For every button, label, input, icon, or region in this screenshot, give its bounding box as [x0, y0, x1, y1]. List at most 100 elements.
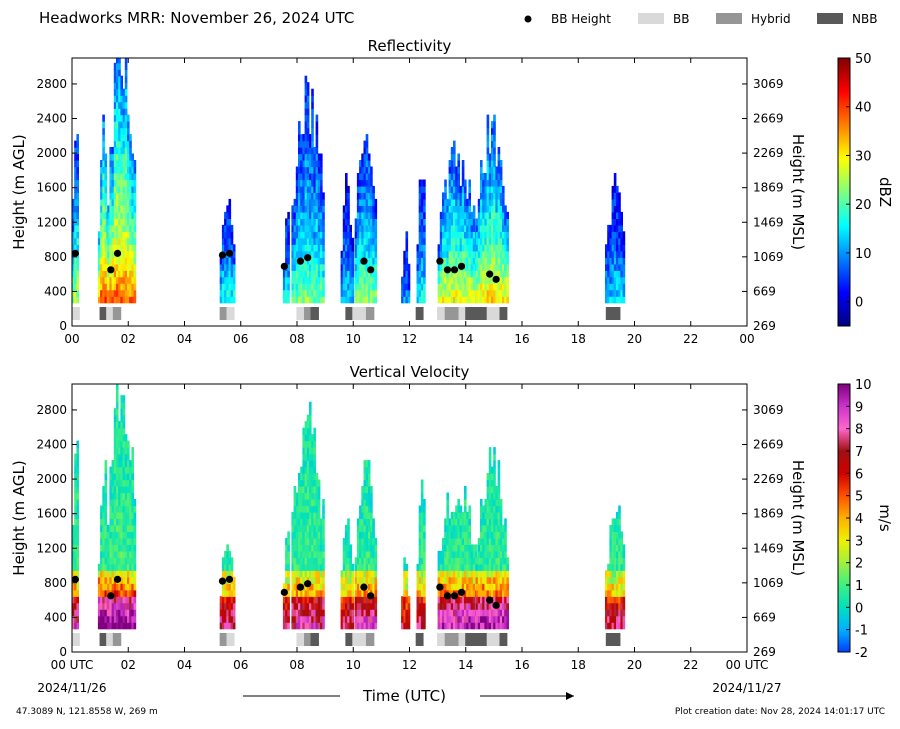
y-tick-right-label: 669	[753, 610, 776, 624]
x-tick-label: 10	[346, 332, 361, 346]
precip-period	[437, 140, 478, 304]
y-tick-label: 400	[44, 284, 67, 298]
bb-height-point	[107, 592, 115, 600]
bb-type-bar	[365, 307, 375, 320]
colorbar-tick-label: 0	[855, 296, 863, 311]
bb-type-bar	[72, 633, 80, 646]
bb-height-point	[225, 575, 234, 583]
precip-period	[282, 211, 290, 304]
y-tick-label: 800	[44, 250, 67, 264]
bb-type-bar	[345, 633, 353, 646]
bb-height-point	[486, 270, 494, 278]
precip-period	[475, 447, 509, 630]
y-tick-label: 2800	[36, 77, 67, 91]
bb-height-point	[436, 257, 444, 265]
precip-period	[401, 231, 411, 304]
bb-height-point	[443, 266, 452, 274]
y-tick-label: 1600	[36, 507, 67, 521]
bb-height-point	[218, 251, 227, 259]
bb-height-point	[304, 254, 312, 262]
y-tick-label: 2800	[36, 403, 67, 417]
bb-height-point	[113, 249, 122, 257]
bb-height-point	[218, 577, 227, 585]
precip-period	[416, 479, 426, 630]
bb-type-bar	[345, 307, 353, 320]
colorbar-tick-label: 1	[855, 579, 863, 594]
y-tick-right-label: 1869	[753, 507, 784, 521]
bb-type-bar	[99, 633, 107, 646]
colorbar-tick-label: 10	[855, 378, 872, 393]
bb-type-bar	[352, 633, 366, 646]
x-arrow-head-icon	[566, 692, 574, 700]
bb-type-bar	[304, 633, 311, 646]
x-tick-label: 14	[458, 332, 473, 346]
y-tick-label: 0	[59, 319, 67, 333]
bb-type-bar	[499, 633, 508, 646]
panel-title: Reflectivity	[368, 37, 452, 55]
y-tick-right-label: 669	[753, 284, 776, 298]
bb-type-bar	[352, 307, 366, 320]
legend-swatch	[817, 13, 843, 24]
bb-type-bar	[226, 633, 235, 646]
y-tick-label: 1600	[36, 181, 67, 195]
x-tick-label: 18	[571, 658, 586, 672]
x-tick-label: 08	[289, 332, 304, 346]
y-tick-label: 400	[44, 610, 67, 624]
precip-period	[354, 134, 378, 304]
bb-type-bar	[296, 307, 305, 320]
bb-height-point	[443, 592, 452, 600]
heatmap-area	[72, 58, 626, 304]
colorbar-label: dBZ	[876, 177, 894, 207]
y-tick-label: 1200	[36, 541, 67, 555]
bb-type-bar	[486, 633, 500, 646]
x-tick-label: 02	[121, 332, 136, 346]
colorbar-tick-label: -2	[855, 646, 868, 661]
legend-label: BB Height	[551, 12, 611, 26]
colorbar-tick-label: 8	[855, 423, 863, 438]
bb-type-bar	[106, 307, 113, 320]
colorbar-tick-label: -1	[855, 624, 868, 639]
y-axis-right-label: Height (m MSL)	[789, 134, 807, 250]
bb-type-bar	[226, 307, 235, 320]
y-tick-label: 2000	[36, 472, 67, 486]
x-tick-label: 04	[177, 332, 192, 346]
precip-period	[401, 557, 411, 630]
precip-period	[605, 505, 626, 630]
bb-height-point	[492, 275, 500, 283]
bb-height-point	[450, 266, 459, 274]
bb-height-point	[450, 592, 459, 600]
colorbar-tick-label: 6	[855, 467, 863, 482]
y-tick-label: 0	[59, 645, 67, 659]
bb-type-bar	[605, 307, 621, 320]
colorbar-tick-label: 10	[855, 247, 872, 262]
y-axis-label: Height (m AGL)	[10, 460, 28, 575]
bb-type-bar	[219, 633, 227, 646]
bb-height-point	[457, 262, 466, 270]
y-tick-right-label: 1469	[753, 541, 784, 555]
legend-label: NBB	[852, 12, 877, 26]
y-axis-label: Height (m AGL)	[10, 134, 28, 249]
colorbar-tick-label: 3	[855, 534, 863, 549]
colorbar-tick-label: 0	[855, 601, 863, 616]
precip-period	[219, 198, 236, 304]
bb-height-point	[113, 575, 122, 583]
x-tick-label: 16	[514, 658, 529, 672]
station-location: 47.3089 N, 121.8558 W, 269 m	[16, 707, 158, 717]
bb-type-bar	[458, 633, 466, 646]
y-tick-right-label: 269	[753, 319, 776, 333]
bb-height-point	[367, 592, 375, 600]
bb-type-bar	[415, 307, 424, 320]
colorbar	[837, 57, 851, 327]
x-tick-label: 00	[64, 332, 79, 346]
precip-period	[72, 440, 79, 630]
bb-height-point	[492, 601, 500, 609]
x-tick-label: 00	[739, 332, 754, 346]
x-tick-label: 04	[177, 658, 192, 672]
y-tick-label: 2000	[36, 146, 67, 160]
bb-height-point	[296, 257, 304, 265]
precip-period	[291, 75, 325, 304]
bb-type-bar	[437, 633, 445, 646]
legend-label: BB	[673, 12, 689, 26]
precip-period	[282, 531, 290, 630]
